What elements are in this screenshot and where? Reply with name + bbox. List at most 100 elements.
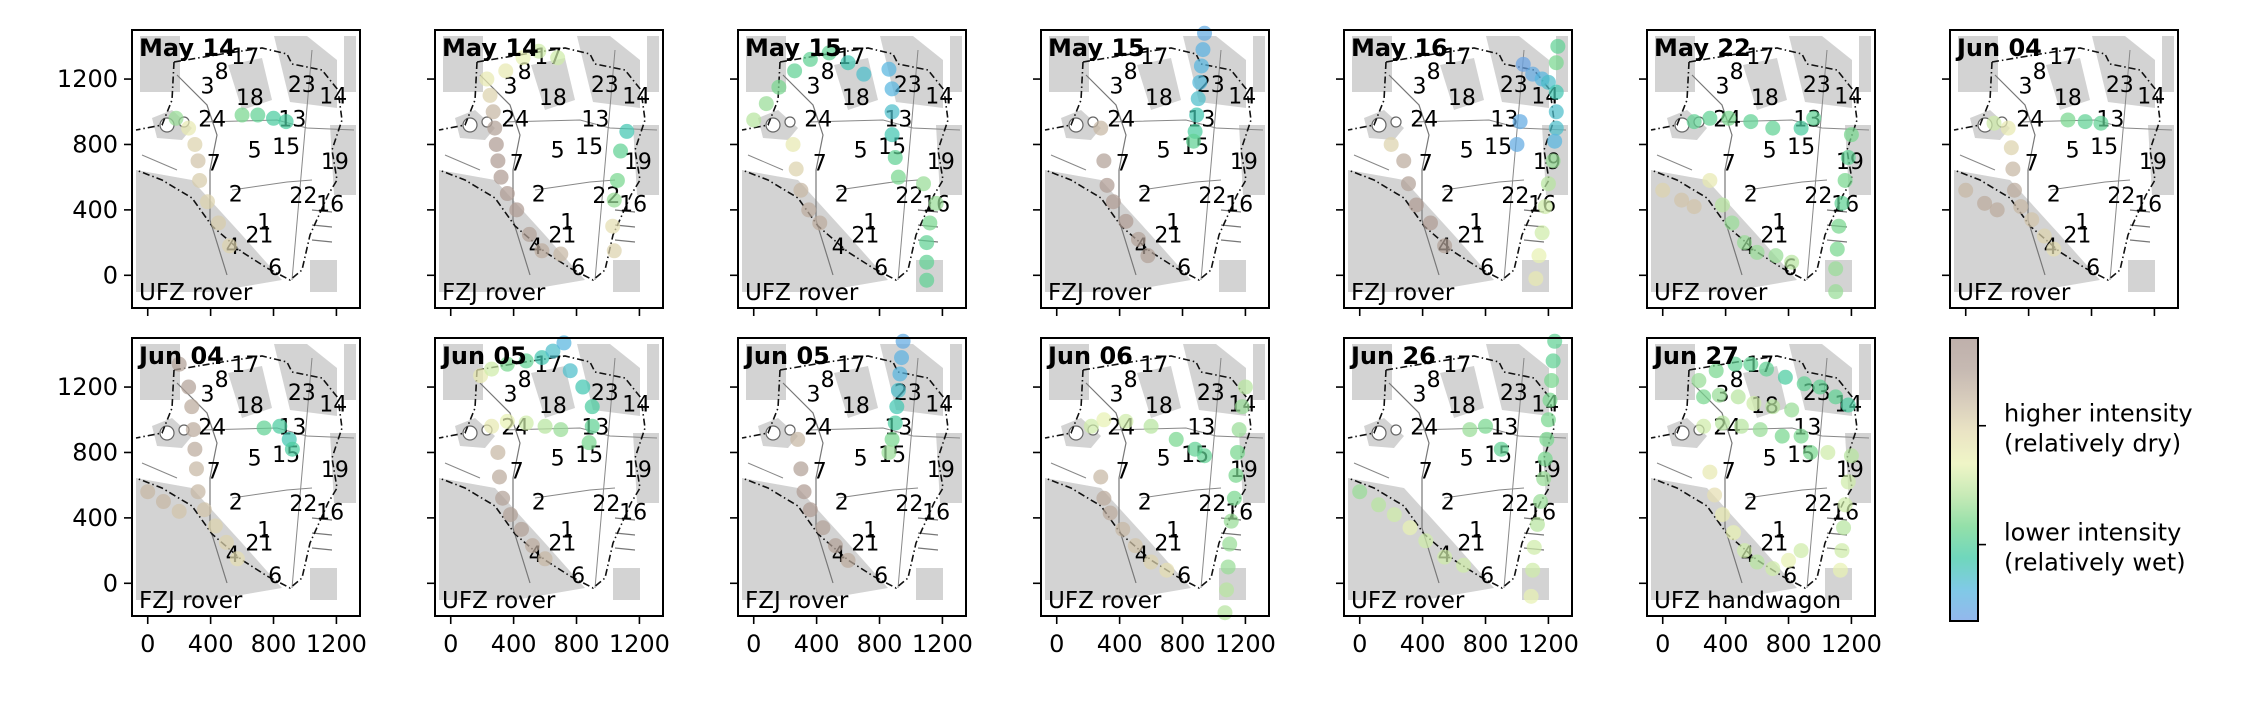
survey-point <box>1777 369 1793 385</box>
plot-number-label: 6 <box>874 256 888 281</box>
plot-number-label: 18 <box>1145 86 1173 111</box>
plot-number-label: 24 <box>1107 107 1135 132</box>
survey-point <box>479 71 495 87</box>
map-panel: 178318231424137515192221612146Jun 27UFZ … <box>1639 337 1882 658</box>
panel-date-label: Jun 27 <box>1652 342 1739 370</box>
plot-number-label: 5 <box>1763 138 1777 163</box>
x-tick-label: 400 <box>491 630 537 658</box>
colorbar-label-line1: lower intensity <box>2004 519 2181 547</box>
survey-point <box>840 55 856 71</box>
survey-point <box>584 418 600 434</box>
map-panel: 178318231424137515192221612146Jun 26UFZ … <box>1336 333 1579 658</box>
plot-number-label: 8 <box>1730 368 1744 393</box>
plot-number-label: 4 <box>832 235 846 260</box>
survey-point <box>272 418 288 434</box>
survey-point <box>1547 133 1563 149</box>
device-label: FZJ rover <box>745 588 849 614</box>
map-panel: 178318231424137515192221612146Jun 05FZJ … <box>730 333 973 658</box>
survey-point <box>1231 422 1247 438</box>
survey-point <box>229 551 245 567</box>
axes-frame <box>131 337 361 617</box>
survey-point <box>1402 520 1418 536</box>
survey-point <box>2013 199 2029 215</box>
survey-point <box>1721 110 1737 126</box>
plot-number-label: 16 <box>619 500 647 525</box>
plot-number-label: 7 <box>813 151 827 176</box>
axes-frame <box>1343 337 1573 617</box>
survey-point <box>584 399 600 415</box>
plot-number-label: 1 <box>863 518 877 543</box>
panel-date-label: May 16 <box>1351 34 1448 62</box>
survey-point <box>1523 588 1539 604</box>
survey-point <box>524 538 540 554</box>
survey-point <box>581 435 597 451</box>
device-label: UFZ rover <box>745 280 859 306</box>
plot-number-label: 17 <box>1443 45 1471 70</box>
axes-frame <box>737 29 967 309</box>
survey-point <box>1542 392 1558 408</box>
survey-point <box>1793 428 1809 444</box>
plot-number-label: 7 <box>510 459 524 484</box>
survey-point <box>196 502 212 518</box>
survey-point <box>812 215 828 231</box>
survey-point <box>553 422 569 438</box>
plot-number-label: 24 <box>2016 107 2044 132</box>
survey-point <box>1840 474 1856 490</box>
survey-point <box>190 484 206 500</box>
x-tick-label: 800 <box>1160 630 1206 658</box>
plot-number-label: 8 <box>1427 60 1441 85</box>
colorbar-label-line2: (relatively wet) <box>2004 549 2186 577</box>
map-panel: 178318231424137515192221612146Jun 04UFZ … <box>1942 29 2179 316</box>
survey-point <box>482 87 498 103</box>
plot-number-label: 22 <box>2107 184 2135 209</box>
survey-point <box>1781 552 1797 568</box>
x-tick-label: 1200 <box>912 630 973 658</box>
survey-point <box>887 415 903 431</box>
survey-point <box>495 490 511 506</box>
plot-number-label: 19 <box>321 458 349 483</box>
plot-number-label: 13 <box>1490 415 1518 440</box>
plot-number-label: 8 <box>215 368 229 393</box>
plot-number-label: 2 <box>1744 183 1758 208</box>
survey-point <box>2003 140 2019 156</box>
map-panel: 178318231424137515192221612146May 14FZJ … <box>427 29 664 316</box>
y-tick-label: 800 <box>72 130 118 158</box>
x-tick-label: 800 <box>554 630 600 658</box>
plot-number-label: 8 <box>821 60 835 85</box>
survey-point <box>1168 431 1184 447</box>
survey-point <box>545 343 561 359</box>
device-label: UFZ rover <box>1048 588 1162 614</box>
x-tick-label: 0 <box>1049 630 1064 658</box>
survey-point <box>1746 395 1762 411</box>
survey-point <box>1130 231 1146 247</box>
plot-number-label: 2 <box>229 491 243 516</box>
survey-point <box>1540 412 1556 428</box>
panel-date-label: Jun 05 <box>440 342 527 370</box>
plot-number-label: 3 <box>1412 383 1426 408</box>
plot-number-label: 19 <box>927 150 955 175</box>
survey-point <box>815 520 831 536</box>
survey-point <box>513 521 529 537</box>
survey-point <box>1408 197 1424 213</box>
plot-number-label: 19 <box>2139 150 2167 175</box>
x-tick-label: 1200 <box>1518 630 1579 658</box>
plot-number-label: 17 <box>231 353 259 378</box>
plot-number-label: 16 <box>2134 192 2162 217</box>
survey-point <box>1083 418 1099 434</box>
survey-point <box>919 254 935 270</box>
plot-number-label: 23 <box>1500 381 1528 406</box>
x-tick-label: 800 <box>857 630 903 658</box>
plot-number-label: 6 <box>1480 564 1494 589</box>
survey-point <box>185 422 201 438</box>
survey-point <box>1352 484 1368 500</box>
survey-point <box>1093 120 1109 136</box>
survey-point <box>1118 213 1134 229</box>
axes-frame <box>1343 29 1573 309</box>
survey-point <box>758 96 774 112</box>
survey-point <box>894 350 910 366</box>
survey-point <box>1840 150 1856 166</box>
plot-number-label: 1 <box>257 518 271 543</box>
survey-point <box>1197 25 1213 41</box>
plot-number-label: 3 <box>806 383 820 408</box>
plot-number-label: 17 <box>1746 45 1774 70</box>
